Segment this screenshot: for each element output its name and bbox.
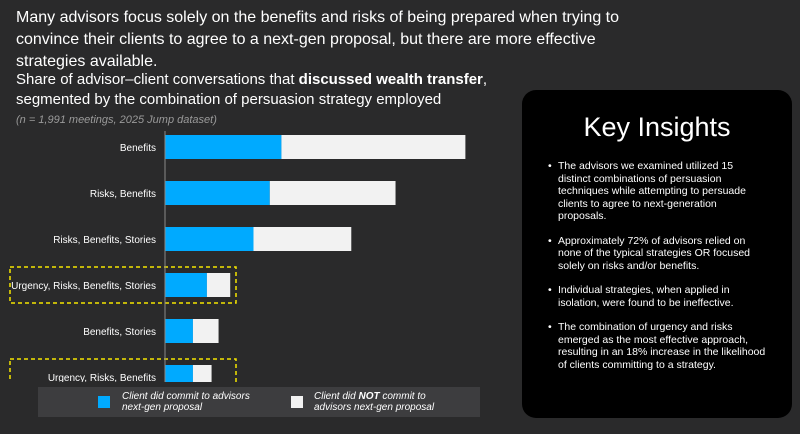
bar-risks-benefits-stories-committed [165, 227, 254, 251]
bullet-icon: • [548, 234, 552, 247]
category-label-benefits-stories: Benefits, Stories [83, 327, 156, 338]
insight-item: • The combination of urgency and risks em… [548, 321, 766, 371]
bullet-icon: • [548, 160, 552, 172]
bullet-icon: • [548, 321, 552, 333]
insight-item: • Individual strategies, when applied in … [548, 284, 766, 309]
bar-benefits-committed [165, 135, 282, 159]
bar-risks-benefits-committed [165, 181, 270, 205]
bar-risks-benefits-not-committed [269, 181, 396, 205]
insight-text: The advisors we examined utilized 15 dis… [558, 160, 746, 222]
legend-swatch-committed [98, 396, 110, 408]
legend-text-emphasis: NOT [358, 391, 380, 402]
legend-label-committed: Client did commit to advisors next-gen p… [122, 391, 250, 413]
chart-title-part: , segmented by the combination of persua… [16, 71, 488, 108]
key-insights-list: • The advisors we examined utilized 15 di… [548, 160, 766, 383]
headline: Many advisors focus solely on the benefi… [16, 9, 619, 70]
bar-benefits-not-committed [281, 135, 466, 159]
insight-text: Individual strategies, when applied in i… [558, 284, 734, 309]
stacked-bar-chart: Benefits Risks, Benefits Risks, Benefits, … [9, 131, 466, 382]
legend-text: Client did commit to advisors [122, 391, 250, 402]
bar-benefits-stories-committed [165, 319, 193, 343]
bullet-icon: • [548, 284, 552, 296]
key-insights-panel: Key Insights • The advisors we examined u… [522, 90, 792, 418]
category-label-urgency-risks-benefits-stories: Urgency, Risks, Benefits, Stories [11, 281, 156, 292]
category-label-benefits: Benefits [120, 143, 156, 154]
category-label-risks-benefits-stories: Risks, Benefits, Stories [53, 235, 156, 246]
bar-risks-benefits-stories-not-committed [253, 227, 352, 251]
legend-text: advisors next-gen proposal [314, 402, 435, 413]
chart-title-part: Share of advisor–client conversations th… [16, 71, 299, 88]
category-label-risks-benefits: Risks, Benefits [90, 189, 156, 200]
highlight-box-urgency-risks-benefits [9, 358, 237, 382]
legend-text: next-gen proposal [122, 402, 203, 413]
chart-title-emphasis: discussed wealth transfer [298, 71, 483, 88]
bar-urgency-risks-benefits-not-committed [192, 365, 212, 382]
key-insights-title: Key Insights [583, 112, 731, 142]
bar-urgency-risks-benefits-stories-not-committed [206, 273, 231, 297]
legend-text: commit to [379, 391, 426, 402]
insight-text: Approximately 72% of advisors relied on … [558, 234, 751, 272]
bar-urgency-risks-benefits-stories-committed [165, 273, 207, 297]
category-label-urgency-risks-benefits: Urgency, Risks, Benefits [48, 373, 156, 382]
legend-swatch-not-committed [291, 396, 303, 408]
chart-title: Share of advisor–client conversations th… [16, 70, 506, 110]
bar-benefits-stories-not-committed [192, 319, 219, 343]
legend-text: Client did [314, 391, 359, 402]
chart-subtitle: (n = 1,991 meetings, 2025 Jump dataset) [16, 114, 217, 126]
chart-legend: Client did commit to advisors next-gen p… [38, 387, 480, 417]
insight-item: • The advisors we examined utilized 15 di… [548, 160, 766, 223]
bar-urgency-risks-benefits-committed [165, 365, 193, 382]
insight-item: • Approximately 72% of advisors relied on… [548, 235, 766, 273]
insight-text: The combination of urgency and risks eme… [558, 321, 766, 371]
legend-label-not-committed: Client did NOT commit to advisors next-g… [314, 391, 434, 413]
highlight-box-urgency-risks-benefits-stories [9, 266, 237, 304]
